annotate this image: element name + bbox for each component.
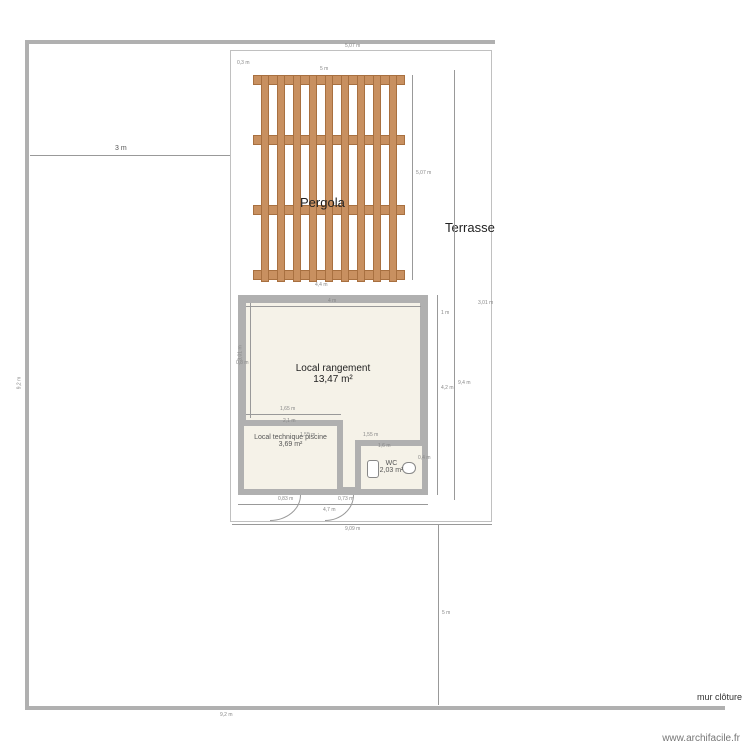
dim-line [412,75,413,280]
dim-pergola-bay: 4,4 m [315,282,328,288]
tech-label: Local technique piscine 3,69 m² [254,434,327,448]
pergola [253,75,403,280]
wc-label: WC 2,03 m² [380,460,404,474]
sink-icon [402,462,416,474]
pergola-title: Pergola [300,195,345,210]
pergola-slat [261,75,269,282]
pergola-slat [357,75,365,282]
dim-42: 4,2 m [441,385,454,391]
room-wc: WC 2,03 m² [355,440,428,495]
perimeter-wall-bottom [25,706,725,710]
pergola-slat [341,75,349,282]
storage-name: Local rangement [296,363,371,374]
dim-165: 1,65 m [280,406,295,412]
dim-1m: 1 m [441,310,449,316]
fence-label: mur clôture [697,692,742,702]
dim-08: 0,8 m [236,360,249,366]
wc-area: 2,03 m² [380,467,404,474]
dim-94: 9,4 m [458,380,471,386]
dim-301-r: 3,01 m [478,300,493,306]
pergola-slat [373,75,381,282]
pergola-slat [293,75,301,282]
dim-line [30,155,230,156]
toilet-icon [367,460,379,478]
dim-21: 2,1 m [283,418,296,424]
dim-03-l: 0,3 m [237,60,250,66]
dim-3m: 3 m [115,145,127,152]
dim-301-l: 3,01 m [238,345,244,360]
storage-label: Local rangement 13,47 m² [296,363,371,385]
dim-5v: 5 m [442,610,450,616]
pergola-slat [277,75,285,282]
dim-92: 9,2 m [220,712,233,718]
dim-4: 4 m [328,298,336,304]
tech-area: 3,69 m² [279,441,303,448]
dim-507-top: 5,07 m [345,43,360,49]
dim-155-a: 1,55 m [300,432,315,438]
dim-04: 0,4 m [418,455,431,461]
dim-line [437,295,438,495]
dim-pergola-h: 5,07 m [416,170,431,176]
dim-909: 9,09 m [345,526,360,532]
room-technique: Local technique piscine 3,69 m² [238,420,343,495]
pergola-slat [309,75,317,282]
pergola-slat [325,75,333,282]
storage-area: 13,47 m² [313,374,352,385]
wc-name: WC [386,460,398,467]
tech-name: Local technique piscine [254,434,327,441]
dim-pergola-w: 5 m [320,66,328,72]
dim-line [232,524,492,525]
dim-155-b: 1,55 m [363,432,378,438]
dim-line [454,70,455,500]
dim-92-l: 9,2 m [16,377,22,390]
dim-line [246,306,421,307]
pergola-slat [389,75,397,282]
dim-line [438,525,439,705]
footer-credit: www.archifacile.fr [662,733,740,744]
dim-line [246,414,341,415]
perimeter-wall-top [25,40,495,44]
terrace-title: Terrasse [445,220,495,235]
dim-line [250,303,251,418]
dim-16: 1,6 m [378,443,391,449]
perimeter-wall-left [25,40,29,710]
